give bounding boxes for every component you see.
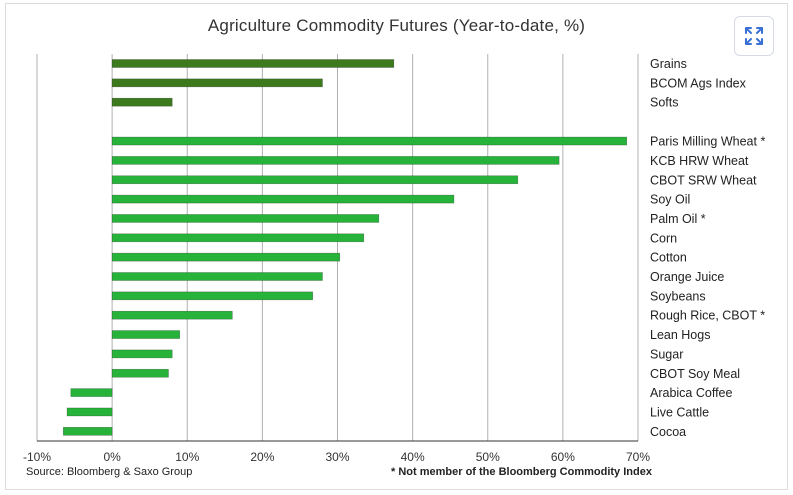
bar [111, 97, 173, 107]
category-label: KCB HRW Wheat [650, 154, 749, 168]
bar [111, 310, 233, 320]
category-label: Arabica Coffee [650, 386, 733, 400]
category-label: BCOM Ags Index [650, 76, 747, 90]
category-label: Soy Oil [650, 193, 690, 207]
bar [70, 388, 113, 397]
category-label: CBOT Soy Meal [650, 367, 740, 381]
bar [111, 59, 395, 68]
x-tick-label: -10% [23, 450, 51, 464]
bar [111, 368, 169, 378]
x-tick-label: 30% [325, 450, 349, 464]
category-label: Rough Rice, CBOT * [650, 309, 765, 323]
category-label: Paris Milling Wheat * [650, 135, 765, 149]
x-tick-label: 10% [175, 450, 199, 464]
category-label: Orange Juice [650, 270, 724, 284]
bar [111, 272, 323, 281]
x-tick-label: 70% [626, 450, 650, 464]
category-label: Sugar [650, 347, 683, 361]
bar [111, 233, 365, 243]
x-tick-label: 40% [401, 450, 425, 464]
category-label: CBOT SRW Wheat [650, 173, 757, 187]
category-label: Palm Oil * [650, 212, 706, 226]
category-label: Softs [650, 96, 679, 110]
bar [111, 78, 323, 88]
category-label: Cocoa [650, 425, 686, 439]
x-tick-label: 60% [551, 450, 575, 464]
category-label: Cotton [650, 251, 687, 265]
bar [66, 407, 113, 417]
expand-arrows-icon [745, 27, 763, 45]
bar [111, 175, 519, 185]
category-label: Soybeans [650, 289, 706, 303]
bar [62, 426, 113, 436]
bar [111, 156, 560, 165]
category-label: Grains [650, 57, 687, 71]
category-label: Corn [650, 231, 677, 245]
x-tick-label: 0% [103, 450, 121, 464]
x-tick-label: 20% [250, 450, 274, 464]
footnote: * Not member of the Bloomberg Commodity … [391, 466, 652, 478]
bar [111, 330, 181, 339]
category-label: Live Cattle [650, 405, 709, 419]
bar [111, 252, 341, 262]
bar [111, 194, 455, 204]
expand-button[interactable] [734, 16, 774, 56]
bar [111, 291, 314, 301]
bar [111, 136, 628, 146]
chart-title: Agriculture Commodity Futures (Year-to-d… [207, 16, 586, 35]
category-label: Lean Hogs [650, 328, 710, 342]
source-note: Source: Bloomberg & Saxo Group [26, 466, 193, 478]
bar [111, 349, 173, 359]
x-tick-label: 50% [476, 450, 500, 464]
bar [111, 214, 380, 223]
